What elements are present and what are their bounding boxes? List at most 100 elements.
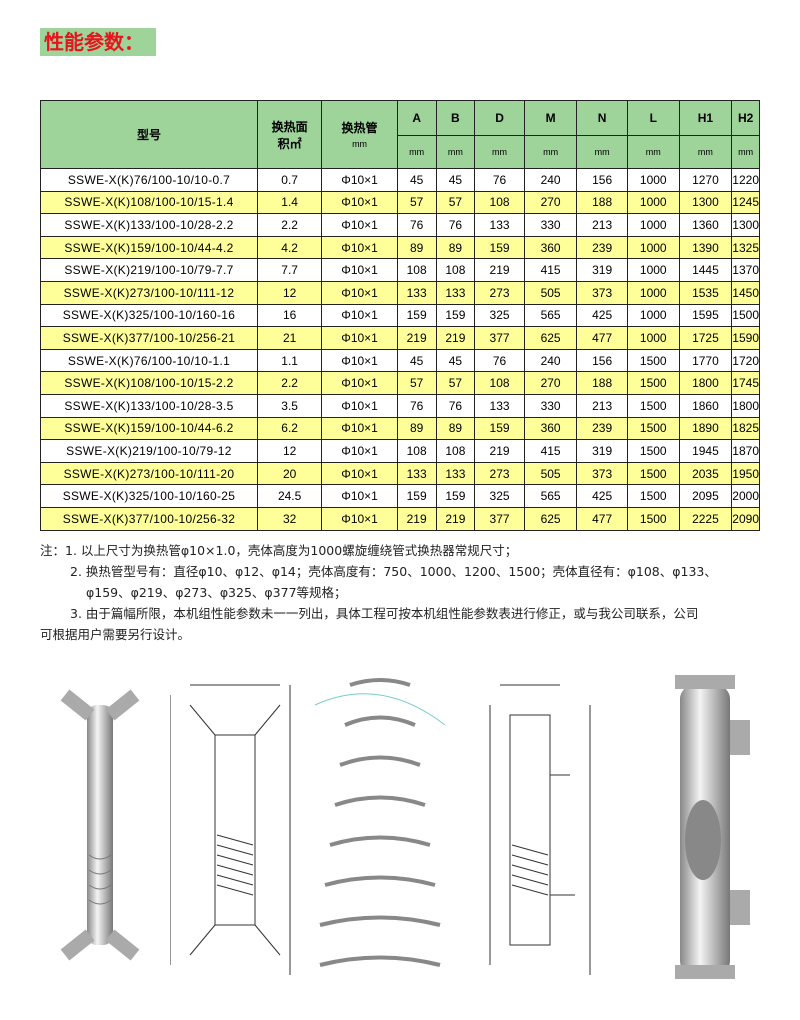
cell-value: 133 [396, 461, 437, 486]
cell-value: 1370 [731, 258, 760, 282]
cell-value: Φ10×1 [321, 258, 398, 282]
cell-value: Φ10×1 [321, 439, 398, 463]
cell-value: 57 [435, 190, 476, 215]
cell-model: SSWE-X(K)273/100-10/111-12 [40, 280, 258, 305]
header-dim: H1 [678, 100, 733, 136]
cell-value: 45 [396, 348, 437, 373]
cell-value: 108 [435, 439, 476, 463]
header-dim: A [396, 100, 437, 136]
header-tube: 换热管 mm [321, 100, 398, 169]
cell-value: 360 [523, 235, 578, 260]
header-dim: H2 [731, 100, 760, 136]
header-unit: mm [576, 135, 628, 169]
cell-value: 159 [435, 303, 476, 328]
cell-value: 425 [576, 484, 628, 508]
notes: 注：1. 以上尺寸为换热管φ10×1.0，壳体高度为1000螺旋缠绕管式换热器常… [40, 540, 760, 645]
cell-value: 2090 [731, 506, 760, 531]
cell-value: Φ10×1 [321, 235, 398, 260]
cell-value: 159 [435, 484, 476, 508]
cell-value: 1325 [731, 235, 760, 260]
cell-model: SSWE-X(K)108/100-10/15-1.4 [40, 190, 258, 215]
cell-value: 1590 [731, 326, 760, 350]
cell-value: 1300 [678, 190, 733, 215]
cell-model: SSWE-X(K)219/100-10/79-7.7 [40, 258, 258, 282]
cell-model: SSWE-X(K)159/100-10/44-6.2 [40, 416, 258, 441]
cell-value: 32 [256, 506, 323, 531]
cell-value: Φ10×1 [321, 461, 398, 486]
cell-value: 57 [435, 371, 476, 395]
cell-value: 625 [523, 326, 578, 350]
cell-value: Φ10×1 [321, 326, 398, 350]
note-3: 3. 由于篇幅所限，本机组性能参数未一一列出，具体工程可按本机组性能参数表进行修… [70, 606, 699, 621]
cell-value: 319 [576, 439, 628, 463]
cell-value: 1000 [626, 213, 680, 237]
header-area: 换热面 积㎡ [256, 100, 323, 169]
cell-value: 213 [576, 393, 628, 418]
cell-value: Φ10×1 [321, 348, 398, 373]
cell-value: Φ10×1 [321, 416, 398, 441]
cell-value: 1945 [678, 439, 733, 463]
cell-model: SSWE-X(K)133/100-10/28-2.2 [40, 213, 258, 237]
cell-value: 1870 [731, 439, 760, 463]
table-row: SSWE-X(K)325/100-10/160-25 24.5 Φ10×1 159 15… [40, 484, 760, 508]
cell-value: 21 [256, 326, 323, 350]
cell-value: 89 [396, 235, 437, 260]
cell-model: SSWE-X(K)76/100-10/10-0.7 [40, 168, 258, 192]
cell-value: Φ10×1 [321, 280, 398, 305]
cell-value: 45 [435, 348, 476, 373]
cell-value: 1800 [678, 371, 733, 395]
cell-value: 1860 [678, 393, 733, 418]
header-unit: mm [731, 135, 760, 169]
cell-value: 2035 [678, 461, 733, 486]
cell-value: 1445 [678, 258, 733, 282]
cell-value: 1270 [678, 168, 733, 192]
cell-value: 1000 [626, 190, 680, 215]
drawing-h1-type [170, 684, 291, 975]
cell-value: 219 [396, 326, 437, 350]
cell-value: 505 [523, 280, 578, 305]
cell-value: 24.5 [256, 484, 323, 508]
cell-value: 2.2 [256, 371, 323, 395]
cell-value: 1500 [626, 393, 680, 418]
cell-value: 89 [396, 416, 437, 441]
cell-value: 20 [256, 461, 323, 486]
cell-value: 377 [474, 506, 525, 531]
header-unit: mm [678, 135, 733, 169]
drawing-h2-type [489, 684, 591, 975]
cell-value: Φ10×1 [321, 303, 398, 328]
cell-value: 1500 [626, 506, 680, 531]
cell-value: 219 [435, 326, 476, 350]
cell-value: 330 [523, 213, 578, 237]
cell-value: 240 [523, 348, 578, 373]
cell-value: 1245 [731, 190, 760, 215]
table-row: SSWE-X(K)377/100-10/256-32 32 Φ10×1 219 219 3… [40, 506, 760, 531]
cell-value: Φ10×1 [321, 506, 398, 531]
cell-value: 565 [523, 484, 578, 508]
table-row: SSWE-X(K)76/100-10/10-1.1 1.1 Φ10×1 45 45 76 2… [40, 348, 760, 373]
table-row: SSWE-X(K)273/100-10/111-20 20 Φ10×1 133 133 2… [40, 461, 760, 486]
header-dim: N [576, 100, 628, 136]
table-row: SSWE-X(K)133/100-10/28-2.2 2.2 Φ10×1 76 76 13… [40, 213, 760, 237]
cell-model: SSWE-X(K)273/100-10/111-20 [40, 461, 258, 486]
cell-value: 76 [396, 393, 437, 418]
cell-model: SSWE-X(K)325/100-10/160-25 [40, 484, 258, 508]
cell-value: 45 [435, 168, 476, 192]
cell-value: 273 [474, 461, 525, 486]
cell-value: 213 [576, 213, 628, 237]
header-dim: M [523, 100, 578, 136]
cell-value: 1000 [626, 235, 680, 260]
table-row: SSWE-X(K)108/100-10/15-2.2 2.2 Φ10×1 57 57 10… [40, 371, 760, 395]
table-row: SSWE-X(K)108/100-10/15-1.4 1.4 Φ10×1 57 57 10… [40, 190, 760, 215]
cell-value: 377 [474, 326, 525, 350]
header-unit: mm [626, 135, 680, 169]
cell-value: 1535 [678, 280, 733, 305]
cell-value: 415 [523, 258, 578, 282]
note-3-cont: 可根据用户需要另行设计。 [40, 627, 191, 642]
header-dim: L [626, 100, 680, 136]
cell-value: 1000 [626, 280, 680, 305]
cell-value: 1000 [626, 303, 680, 328]
table-row: SSWE-X(K)159/100-10/44-4.2 4.2 Φ10×1 89 89 15… [40, 235, 760, 260]
cell-value: 76 [474, 168, 525, 192]
cell-value: 156 [576, 168, 628, 192]
cell-value: 76 [435, 393, 476, 418]
